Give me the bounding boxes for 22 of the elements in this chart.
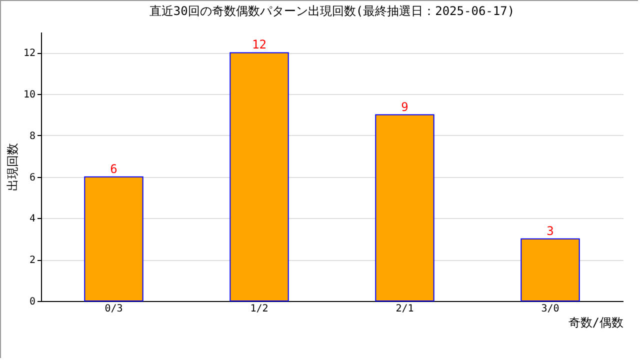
data-label: 6: [110, 162, 118, 176]
chart-title: 直近30回の奇数偶数パターン出現回数(最終抽選日：2025-06-17): [149, 4, 515, 18]
x-tick-label: 1/2: [250, 304, 268, 314]
x-tick-label: 3/0: [541, 304, 560, 314]
y-tick-label: 8: [29, 130, 36, 142]
bar: [230, 52, 289, 302]
data-label: 12: [252, 38, 266, 52]
y-tick-label: 12: [23, 48, 36, 60]
bar: [84, 176, 144, 302]
y-axis-title: 出現回数: [5, 143, 20, 191]
x-tick-label: 0/3: [104, 304, 123, 314]
y-tick-label: 0: [29, 296, 36, 308]
y-tick-label: 2: [29, 255, 36, 266]
data-label: 9: [401, 100, 408, 114]
data-label: 3: [546, 224, 554, 238]
y-tick-label: 10: [23, 90, 36, 101]
y-tick-label: 4: [29, 214, 36, 225]
bar: [375, 114, 434, 302]
bar: [520, 238, 580, 302]
x-axis-title: 奇数/偶数: [568, 316, 624, 330]
x-tick-label: 2/1: [396, 304, 414, 314]
y-tick-label: 6: [29, 172, 36, 184]
